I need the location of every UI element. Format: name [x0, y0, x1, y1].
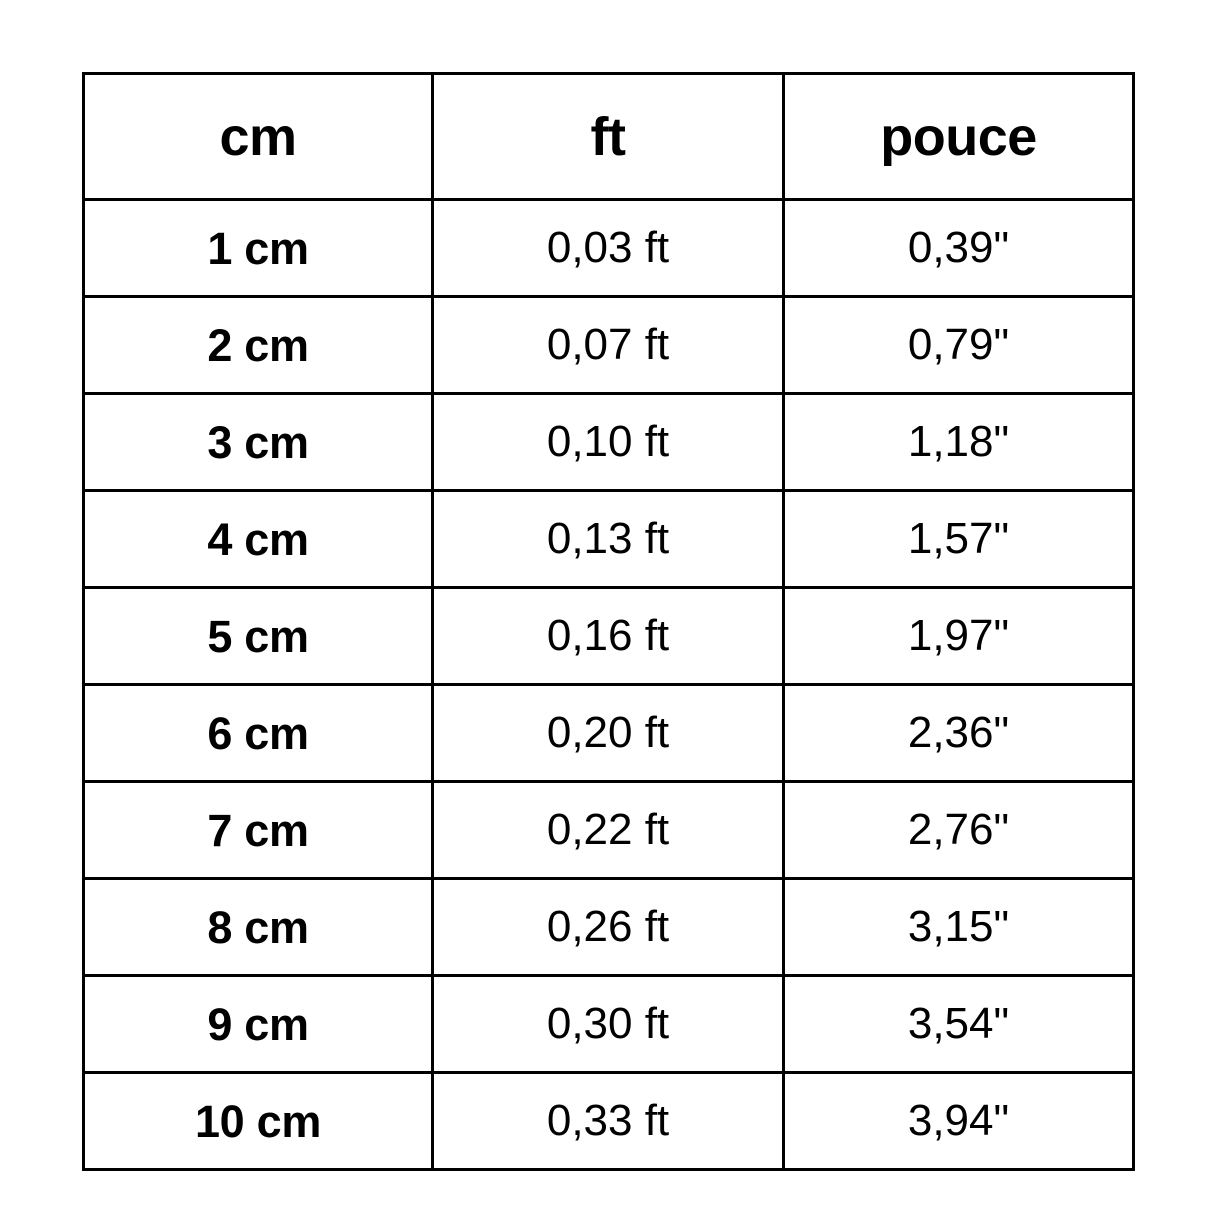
table-row: 9 cm 0,30 ft 3,54": [82, 974, 1135, 1074]
cell-pouce: 1,18": [782, 392, 1135, 492]
cell-pouce: 0,39": [782, 198, 1135, 298]
cell-pouce: 3,54": [782, 974, 1135, 1074]
cell-cm: 3 cm: [82, 392, 434, 492]
cell-pouce: 1,57": [782, 489, 1135, 589]
table-header-row: cm ft pouce: [82, 72, 1135, 201]
cell-ft: 0,07 ft: [431, 295, 785, 395]
cell-cm: 10 cm: [82, 1071, 434, 1171]
table-row: 6 cm 0,20 ft 2,36": [82, 683, 1135, 783]
cm-to-ft-inch-conversion-table: cm ft pouce 1 cm 0,03 ft 0,39" 2 cm 0,07…: [82, 72, 1135, 1171]
cell-cm: 5 cm: [82, 586, 434, 686]
cell-ft: 0,33 ft: [431, 1071, 785, 1171]
cell-cm: 7 cm: [82, 780, 434, 880]
column-header-cm: cm: [82, 72, 434, 201]
cell-pouce: 3,94": [782, 1071, 1135, 1171]
table-body: 1 cm 0,03 ft 0,39" 2 cm 0,07 ft 0,79" 3 …: [82, 198, 1135, 1171]
cell-pouce: 1,97": [782, 586, 1135, 686]
cell-ft: 0,30 ft: [431, 974, 785, 1074]
table-header: cm ft pouce: [82, 72, 1135, 201]
cell-cm: 6 cm: [82, 683, 434, 783]
table-row: 3 cm 0,10 ft 1,18": [82, 392, 1135, 492]
cell-pouce: 0,79": [782, 295, 1135, 395]
table-row: 2 cm 0,07 ft 0,79": [82, 295, 1135, 395]
table-row: 7 cm 0,22 ft 2,76": [82, 780, 1135, 880]
table-row: 5 cm 0,16 ft 1,97": [82, 586, 1135, 686]
cell-pouce: 2,36": [782, 683, 1135, 783]
cell-cm: 2 cm: [82, 295, 434, 395]
cell-pouce: 2,76": [782, 780, 1135, 880]
table-row: 1 cm 0,03 ft 0,39": [82, 198, 1135, 298]
cell-ft: 0,10 ft: [431, 392, 785, 492]
table-row: 10 cm 0,33 ft 3,94": [82, 1071, 1135, 1171]
cell-pouce: 3,15": [782, 877, 1135, 977]
cell-ft: 0,22 ft: [431, 780, 785, 880]
column-header-pouce: pouce: [782, 72, 1135, 201]
cell-cm: 1 cm: [82, 198, 434, 298]
cell-ft: 0,13 ft: [431, 489, 785, 589]
table-row: 4 cm 0,13 ft 1,57": [82, 489, 1135, 589]
table-row: 8 cm 0,26 ft 3,15": [82, 877, 1135, 977]
cell-ft: 0,16 ft: [431, 586, 785, 686]
cell-ft: 0,26 ft: [431, 877, 785, 977]
column-header-ft: ft: [431, 72, 785, 201]
cell-ft: 0,20 ft: [431, 683, 785, 783]
cell-cm: 4 cm: [82, 489, 434, 589]
cell-cm: 8 cm: [82, 877, 434, 977]
cell-cm: 9 cm: [82, 974, 434, 1074]
cell-ft: 0,03 ft: [431, 198, 785, 298]
